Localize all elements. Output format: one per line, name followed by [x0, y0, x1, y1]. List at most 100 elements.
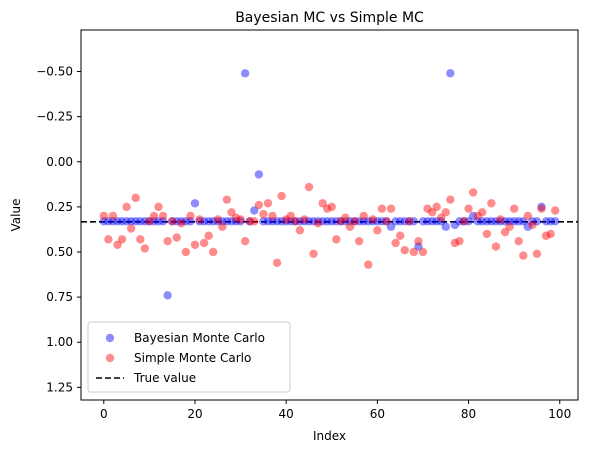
simple-point — [455, 236, 464, 246]
bayesian-point — [482, 217, 492, 226]
simple-point — [414, 236, 423, 246]
bayesian-point — [464, 217, 473, 226]
simple-point — [286, 211, 295, 221]
legend-label: Simple Monte Carlo — [134, 351, 251, 365]
simple-point — [532, 249, 542, 259]
y-tick-label: 0.50 — [46, 245, 73, 259]
simple-point — [131, 193, 140, 203]
bayesian-point — [537, 202, 546, 212]
simple-point — [487, 199, 496, 208]
bayesian-point — [455, 217, 464, 226]
bayesian-point — [532, 217, 542, 226]
bayesian-point — [295, 217, 305, 226]
bayesian-point — [373, 217, 382, 226]
x-tick-label: 20 — [187, 407, 202, 421]
simple-point — [136, 235, 145, 244]
bayesian-point — [450, 220, 460, 230]
bayesian-point — [199, 217, 209, 226]
bayesian-point — [332, 217, 341, 226]
bayesian-mc-series — [99, 69, 560, 300]
bayesian-point — [140, 217, 150, 226]
simple-point — [459, 217, 469, 226]
simple-point — [245, 217, 254, 226]
y-tick-label: 1.00 — [46, 335, 73, 349]
bayesian-point — [245, 217, 254, 226]
bayesian-point — [432, 217, 441, 226]
simple-point — [199, 238, 209, 248]
bayesian-point — [487, 217, 496, 226]
bayesian-point — [441, 222, 450, 231]
simple-point — [163, 236, 172, 246]
legend-label: Bayesian Monte Carlo — [134, 331, 265, 345]
bayesian-point — [309, 217, 318, 226]
simple-point — [240, 236, 250, 246]
y-tick-label: −0.50 — [36, 65, 73, 79]
simple-point — [281, 215, 291, 224]
simple-point — [154, 202, 163, 212]
simple-point — [400, 245, 409, 255]
simple-point — [263, 199, 273, 208]
bayesian-point — [263, 217, 273, 226]
simple-point — [104, 235, 113, 244]
bayesian-point — [99, 217, 108, 226]
x-tick-label: 100 — [548, 407, 571, 421]
chart-title: Bayesian MC vs Simple MC — [235, 10, 424, 26]
bayesian-point — [341, 217, 350, 226]
simple-point — [327, 202, 336, 212]
simple-point — [437, 213, 446, 222]
axes-frame — [80, 29, 579, 401]
bayesian-point — [227, 217, 236, 226]
y-tick-label: 0.00 — [46, 155, 73, 169]
bayesian-point — [546, 217, 555, 226]
simple-point — [113, 240, 122, 249]
bayesian-point — [359, 217, 368, 226]
bayesian-point — [286, 217, 295, 226]
simple-point — [313, 218, 323, 228]
simple-point — [126, 224, 136, 233]
simple-point — [291, 217, 300, 226]
legend-marker — [105, 333, 115, 343]
simple-point — [441, 208, 450, 217]
simple-point — [377, 204, 387, 213]
simple-point — [213, 215, 222, 224]
simple-point — [395, 231, 405, 240]
bayesian-point — [281, 217, 291, 226]
bayesian-point — [551, 217, 560, 226]
bayesian-point — [104, 217, 113, 226]
simple-point — [218, 222, 227, 231]
simple-point — [368, 215, 378, 224]
simple-point — [546, 229, 555, 239]
bayesian-point — [427, 217, 437, 226]
simple-point — [277, 191, 286, 201]
simple-point — [259, 209, 268, 219]
bayesian-point — [108, 217, 118, 226]
bayesian-point — [190, 199, 200, 208]
simple-point — [99, 211, 108, 221]
x-tick-label: 40 — [279, 407, 294, 421]
simple-point — [181, 247, 191, 257]
bayesian-point — [254, 170, 264, 179]
simple-point — [500, 227, 510, 237]
bayesian-point — [186, 217, 195, 226]
simple-point — [300, 215, 309, 224]
simple-point — [450, 238, 460, 248]
simple-point — [318, 199, 327, 208]
simple-point — [382, 217, 391, 226]
simple-point — [468, 188, 478, 197]
bayesian-point — [122, 217, 131, 226]
simple-point — [341, 213, 350, 222]
bayesian-point — [313, 217, 323, 226]
bayesian-point — [209, 217, 218, 226]
simple-point — [309, 249, 318, 259]
bayesian-point — [368, 217, 378, 226]
bayesian-point — [131, 217, 140, 226]
bayesian-point — [231, 217, 241, 226]
simple-point — [496, 215, 505, 224]
simple-point — [478, 208, 487, 217]
bayesian-point — [409, 217, 419, 226]
bayesian-point — [323, 217, 332, 226]
bayesian-point — [126, 217, 136, 226]
bayesian-point — [528, 217, 537, 226]
simple-point — [295, 226, 305, 235]
